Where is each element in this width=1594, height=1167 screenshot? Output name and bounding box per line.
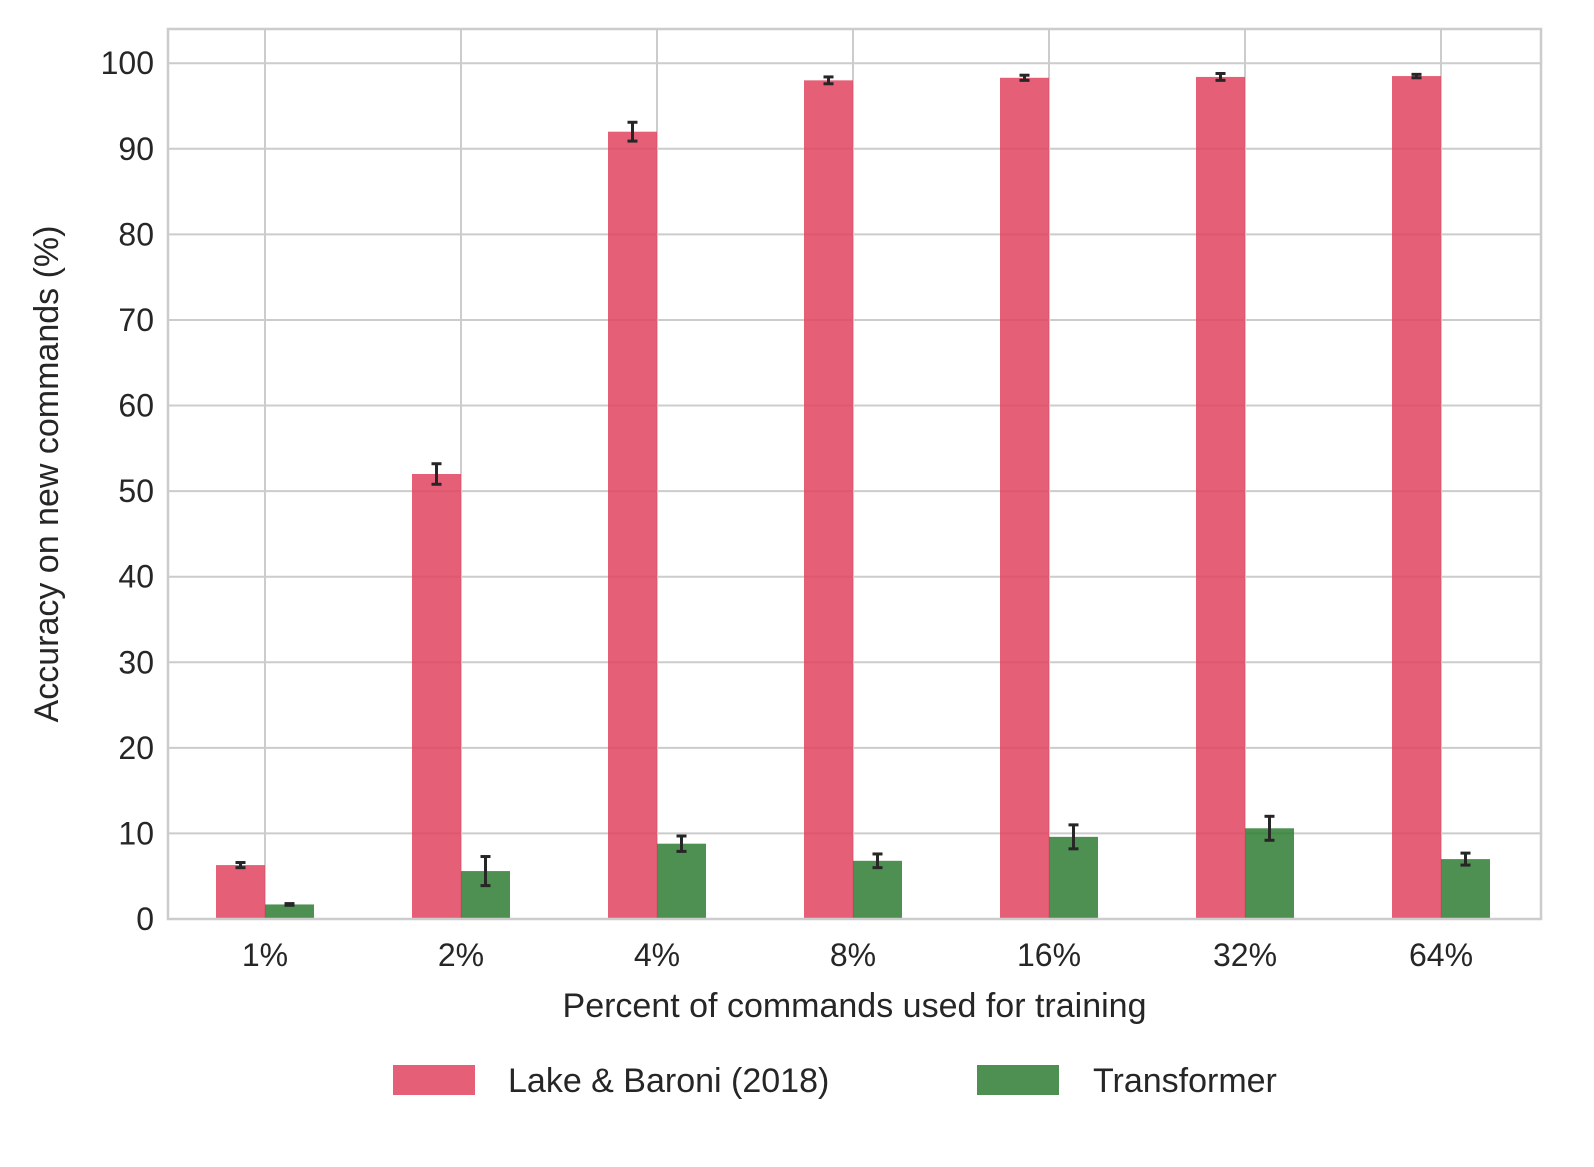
bar-lake-baroni-32pct <box>1196 76 1245 919</box>
y-tick-label: 40 <box>118 559 154 595</box>
y-tick-label: 20 <box>118 730 154 766</box>
bar-transformer-32pct <box>1245 828 1294 919</box>
bar-lake-baroni-2pct <box>412 474 461 919</box>
legend-label-lake-baroni: Lake & Baroni (2018) <box>508 1062 829 1100</box>
legend-swatch-transformer <box>977 1065 1059 1095</box>
y-tick-label: 50 <box>118 473 154 509</box>
y-tick-label: 0 <box>136 901 154 937</box>
x-tick-label: 64% <box>1409 937 1473 973</box>
y-tick-label: 100 <box>101 45 154 81</box>
bar-lake-baroni-4pct <box>608 131 657 919</box>
y-tick-label: 60 <box>118 388 154 424</box>
x-axis-label: Percent of commands used for training <box>563 987 1147 1025</box>
y-axis-label: Accuracy on new commands (%) <box>28 226 66 723</box>
x-tick-label: 1% <box>242 937 288 973</box>
legend-swatch-lake-baroni <box>393 1065 475 1095</box>
x-tick-label: 8% <box>830 937 876 973</box>
y-tick-label: 90 <box>118 131 154 167</box>
y-tick-label: 80 <box>118 216 154 252</box>
x-tick-label: 4% <box>634 937 680 973</box>
bar-lake-baroni-16pct <box>1000 77 1049 919</box>
bar-transformer-16pct <box>1049 836 1098 919</box>
x-tick-label: 32% <box>1213 937 1277 973</box>
bar-transformer-1pct <box>265 904 314 919</box>
bar-transformer-64pct <box>1441 859 1490 919</box>
x-tick-label: 2% <box>438 937 484 973</box>
bar-transformer-8pct <box>853 860 902 919</box>
bar-lake-baroni-1pct <box>216 865 265 919</box>
bar-lake-baroni-64pct <box>1392 76 1441 919</box>
legend-label-transformer: Transformer <box>1093 1062 1277 1100</box>
bar-lake-baroni-8pct <box>804 80 853 920</box>
y-tick-label: 10 <box>118 815 154 851</box>
x-tick-label: 16% <box>1017 937 1081 973</box>
y-tick-label: 30 <box>118 644 154 680</box>
y-tick-label: 70 <box>118 302 154 338</box>
plot-frame <box>166 27 1543 921</box>
bar-transformer-4pct <box>657 843 706 919</box>
